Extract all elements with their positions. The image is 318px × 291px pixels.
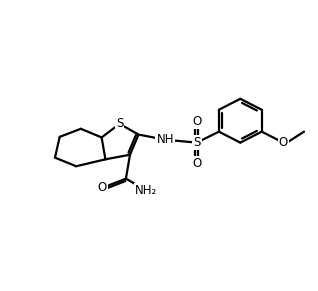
Text: S: S bbox=[193, 136, 201, 149]
Text: O: O bbox=[98, 181, 107, 194]
Text: O: O bbox=[192, 157, 201, 170]
Text: NH: NH bbox=[156, 133, 174, 146]
Text: S: S bbox=[116, 117, 123, 130]
Text: NH₂: NH₂ bbox=[135, 184, 157, 197]
Text: O: O bbox=[192, 115, 201, 128]
Text: O: O bbox=[279, 136, 288, 149]
